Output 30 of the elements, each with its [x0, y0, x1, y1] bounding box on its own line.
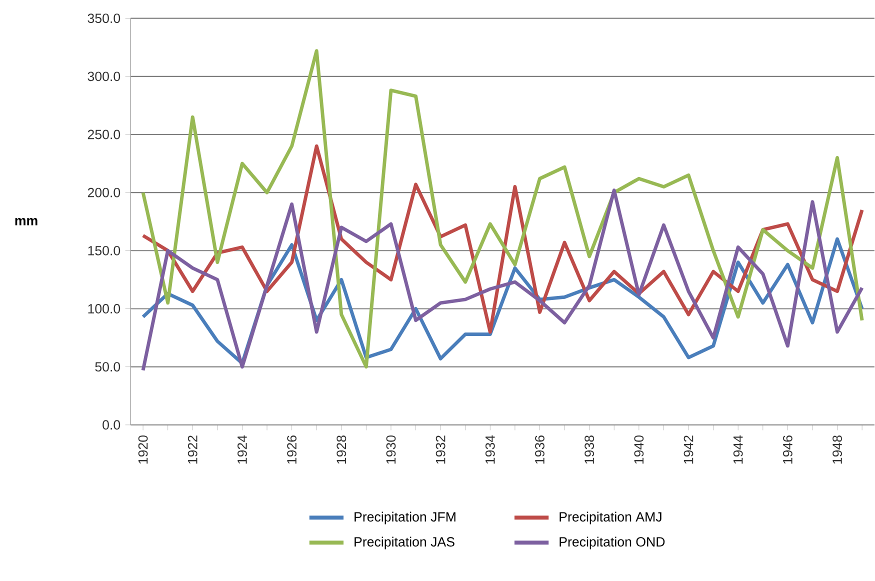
- x-tick-label: 1938: [584, 436, 594, 464]
- x-tick-label: 1926: [287, 436, 297, 464]
- y-tick-label: 0.0: [102, 420, 120, 430]
- legend-label: Precipitation OND: [560, 536, 665, 550]
- legend-label: Precipitation JFM: [354, 512, 456, 524]
- y-tick-label: 150.0: [88, 246, 120, 256]
- x-tick-label: 1936: [535, 436, 544, 464]
- x-tick-label: 1948: [832, 436, 842, 464]
- legend-label: Precipitation AMJ: [560, 512, 662, 524]
- x-tick-label: 1946: [782, 436, 792, 464]
- y-tick-label: 100.0: [88, 304, 120, 314]
- x-tick-label: 1942: [684, 436, 694, 464]
- x-tick-label: 1928: [336, 436, 346, 464]
- y-tick-label: 300.0: [88, 72, 120, 82]
- x-tick-label: 1920: [138, 436, 148, 464]
- y-tick-label: 350.0: [88, 14, 120, 24]
- legend-label: Precipitation JAS: [354, 536, 454, 550]
- y-tick-label: 250.0: [88, 130, 120, 140]
- x-tick-label: 1940: [634, 436, 644, 464]
- x-tick-label: 1944: [733, 435, 743, 464]
- line-series: [141, 188, 864, 372]
- y-tick-label: 200.0: [88, 188, 120, 198]
- line-series: [141, 49, 864, 369]
- x-tick-label: 1932: [436, 436, 446, 464]
- y-tick-label: 50.0: [95, 362, 120, 372]
- x-tick-label: 1930: [386, 436, 396, 464]
- x-tick-label: 1934: [485, 435, 495, 464]
- x-tick-label: 1922: [188, 436, 198, 464]
- y-axis-title: mm: [15, 218, 38, 226]
- x-tick-label: 1924: [238, 435, 247, 464]
